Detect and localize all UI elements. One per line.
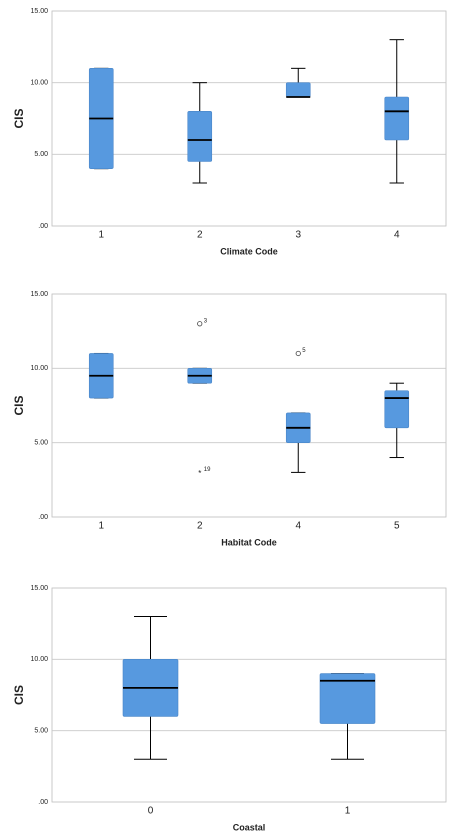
panel: .00 5.00 10.00 15.00 CIS Coastal 0 1 xyxy=(12,585,447,832)
outlier-label: 5 xyxy=(302,348,306,354)
y-tick-label: .00 xyxy=(38,223,48,230)
x-tick-label: 1 xyxy=(98,521,104,532)
plot-frame xyxy=(51,587,447,803)
box xyxy=(285,82,311,98)
y-tick-label: 5.00 xyxy=(34,728,48,735)
panel: .00 5.00 10.00 15.00 CIS Climate Code 1 2 3 4 xyxy=(12,8,447,256)
y-tick-label: 5.00 xyxy=(34,151,48,158)
y-tick-label: 15.00 xyxy=(30,585,48,592)
outlier-label: 19 xyxy=(204,467,211,473)
box xyxy=(187,111,213,162)
x-axis-label: Climate Code xyxy=(220,246,278,256)
box xyxy=(384,390,410,429)
y-axis-label: CIS xyxy=(12,685,26,705)
y-tick-label: .00 xyxy=(38,514,48,521)
outlier-marker xyxy=(295,350,301,357)
y-tick-label: .00 xyxy=(38,799,48,806)
y-tick-label: 10.00 xyxy=(30,656,48,663)
x-tick-label: 4 xyxy=(394,230,400,241)
box xyxy=(319,673,376,724)
x-tick-label: 1 xyxy=(98,230,104,241)
y-tick-label: 5.00 xyxy=(34,440,48,447)
y-axis-label: CIS xyxy=(12,395,26,415)
box xyxy=(384,96,410,141)
y-tick-label: 10.00 xyxy=(30,80,48,87)
panel: .00 5.00 10.00 15.00 CIS Habitat Code 1 2 4 5 3 * 19… xyxy=(12,291,447,547)
outlier-label: 3 xyxy=(204,318,208,324)
y-tick-label: 15.00 xyxy=(30,8,48,15)
x-tick-label: 3 xyxy=(295,230,301,241)
y-tick-label: 15.00 xyxy=(30,291,48,298)
x-tick-label: 4 xyxy=(295,521,301,532)
x-tick-label: 5 xyxy=(394,521,400,532)
outlier-marker xyxy=(197,321,203,327)
y-axis-label: CIS xyxy=(12,108,26,128)
x-tick-label: 1 xyxy=(345,806,351,817)
x-tick-label: 0 xyxy=(148,806,154,817)
x-tick-label: 2 xyxy=(197,521,203,532)
extreme-marker: * xyxy=(198,469,201,478)
x-axis-label: Coastal xyxy=(233,822,266,832)
x-tick-label: 2 xyxy=(197,230,203,241)
y-tick-label: 10.00 xyxy=(30,365,48,372)
x-axis-label: Habitat Code xyxy=(221,537,277,547)
